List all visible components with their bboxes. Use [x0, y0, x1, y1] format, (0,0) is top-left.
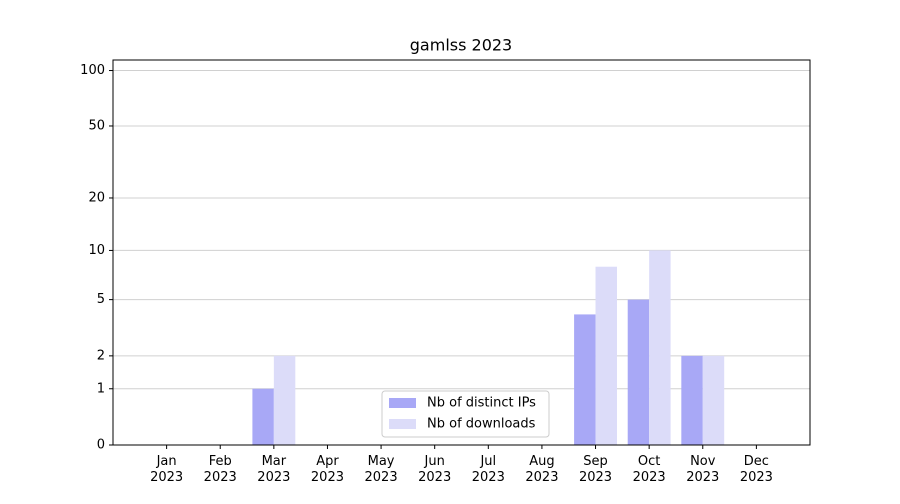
legend-swatch	[389, 419, 416, 429]
x-tick-label: Nov 2023	[686, 454, 719, 485]
bar	[273, 355, 296, 445]
legend-label: Nb of distinct IPs	[427, 396, 536, 411]
x-tick-label: May 2023	[365, 454, 398, 485]
legend-box	[381, 390, 550, 438]
bar	[595, 266, 617, 445]
bar	[702, 355, 725, 445]
y-tick-label: 10	[88, 243, 105, 258]
x-tick-label: Dec 2023	[740, 454, 773, 485]
x-tick-label: Jun 2023	[418, 454, 451, 485]
legend-swatch	[389, 398, 416, 408]
plot-frame	[112, 59, 811, 446]
bar	[649, 250, 671, 445]
x-tick-label: Jul 2023	[472, 454, 505, 485]
x-tick-label: Jan 2023	[150, 454, 183, 485]
chart-title: gamlss 2023	[410, 36, 512, 55]
legend-label: Nb of downloads	[427, 417, 536, 432]
legend: Nb of distinct IPs Nb of downloads	[381, 390, 550, 438]
y-tick-label: 1	[97, 381, 105, 396]
y-tick-label: 0	[97, 438, 105, 453]
x-tick-label: Apr 2023	[311, 454, 344, 485]
bar	[574, 314, 596, 445]
x-tick-label: Oct 2023	[633, 454, 666, 485]
x-tick-label: Feb 2023	[204, 454, 237, 485]
x-tick-label: Mar 2023	[257, 454, 290, 485]
y-tick-label: 100	[80, 63, 105, 78]
x-tick-label: Sep 2023	[579, 454, 612, 485]
bar	[252, 388, 274, 445]
y-tick-label: 50	[88, 118, 105, 133]
y-tick-label: 5	[97, 292, 105, 307]
y-tick-label: 20	[88, 190, 105, 205]
y-tick-label: 2	[97, 348, 105, 363]
bar	[627, 299, 650, 445]
bar	[681, 355, 703, 445]
x-tick-label: Aug 2023	[525, 454, 558, 485]
